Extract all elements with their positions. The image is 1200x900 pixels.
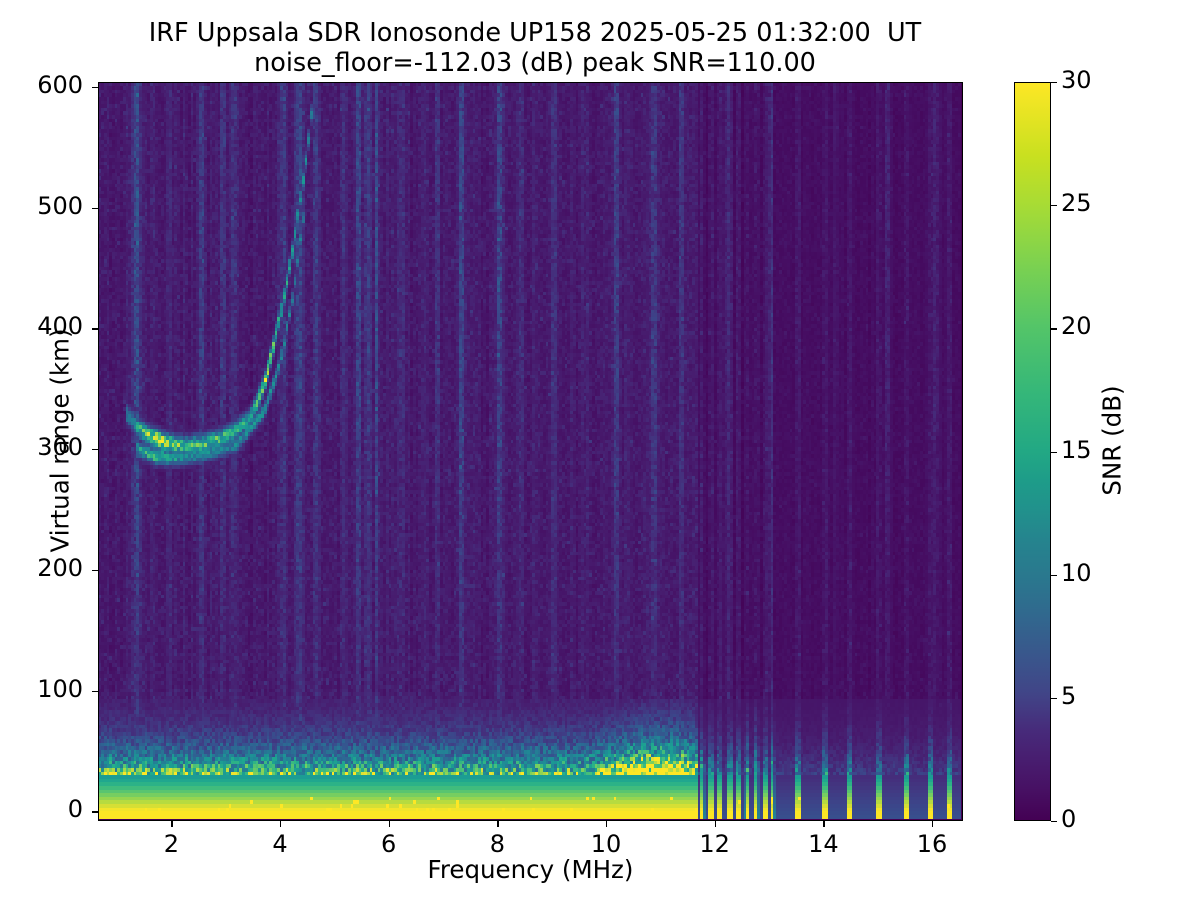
ionogram-plot-area[interactable] — [98, 82, 963, 821]
x-tick-label: 10 — [590, 830, 622, 858]
colorbar-label: SNR (dB) — [1097, 385, 1127, 496]
x-tick-mark — [497, 821, 499, 827]
y-tick-label: 0 — [67, 795, 83, 824]
title-line-1: IRF Uppsala SDR Ionosonde UP158 2025-05-… — [148, 18, 922, 48]
x-tick-label: 2 — [163, 830, 179, 858]
x-tick-mark — [714, 821, 716, 827]
colorbar-tick-mark — [1051, 82, 1057, 84]
y-tick-label: 300 — [37, 433, 83, 462]
y-tick-mark — [92, 449, 98, 451]
x-tick-mark — [823, 821, 825, 827]
colorbar-tick-label: 20 — [1061, 312, 1092, 341]
colorbar-tick-label: 30 — [1061, 66, 1092, 94]
colorbar[interactable] — [1014, 82, 1051, 821]
x-tick-label: 8 — [489, 830, 505, 858]
y-tick-label: 400 — [37, 312, 83, 341]
y-tick-label: 100 — [37, 674, 83, 703]
y-tick-mark — [92, 328, 98, 330]
colorbar-tick-label: 25 — [1061, 189, 1092, 218]
y-axis-label: Virtual range (km) — [45, 328, 75, 553]
colorbar-tick-mark — [1051, 697, 1057, 700]
y-tick-label: 600 — [37, 70, 83, 99]
colorbar-tick-mark — [1051, 821, 1057, 823]
y-tick-mark — [92, 569, 98, 572]
x-tick-mark — [280, 821, 282, 827]
colorbar-tick-mark — [1051, 205, 1057, 207]
x-tick-mark — [171, 821, 173, 827]
figure-title: IRF Uppsala SDR Ionosonde UP158 2025-05-… — [0, 18, 1070, 78]
x-tick-label: 14 — [808, 830, 839, 858]
y-tick-label: 200 — [37, 553, 83, 582]
x-tick-label: 4 — [272, 830, 288, 858]
y-tick-mark — [92, 207, 98, 209]
colorbar-tick-mark — [1051, 451, 1057, 453]
x-tick-mark — [932, 821, 934, 827]
colorbar-tick-label: 10 — [1061, 558, 1092, 587]
y-tick-mark — [92, 690, 98, 692]
colorbar-tick-mark — [1051, 328, 1057, 330]
ionogram-heatmap — [99, 83, 961, 819]
colorbar-tick-label: 0 — [1061, 805, 1077, 833]
x-tick-mark — [606, 821, 608, 827]
y-tick-mark — [92, 86, 98, 89]
x-axis-label: Frequency (MHz) — [427, 855, 634, 884]
x-tick-label: 6 — [381, 830, 397, 858]
y-tick-label: 500 — [37, 191, 83, 220]
x-tick-label: 16 — [916, 830, 948, 858]
x-tick-mark — [388, 821, 390, 827]
colorbar-tick-mark — [1051, 574, 1057, 576]
y-tick-mark — [92, 811, 98, 813]
colorbar-tick-label: 5 — [1061, 681, 1077, 710]
x-tick-label: 12 — [699, 830, 730, 858]
colorbar-tick-label: 15 — [1061, 435, 1092, 464]
title-line-2: noise_floor=-112.03 (dB) peak SNR=110.00 — [254, 48, 816, 79]
